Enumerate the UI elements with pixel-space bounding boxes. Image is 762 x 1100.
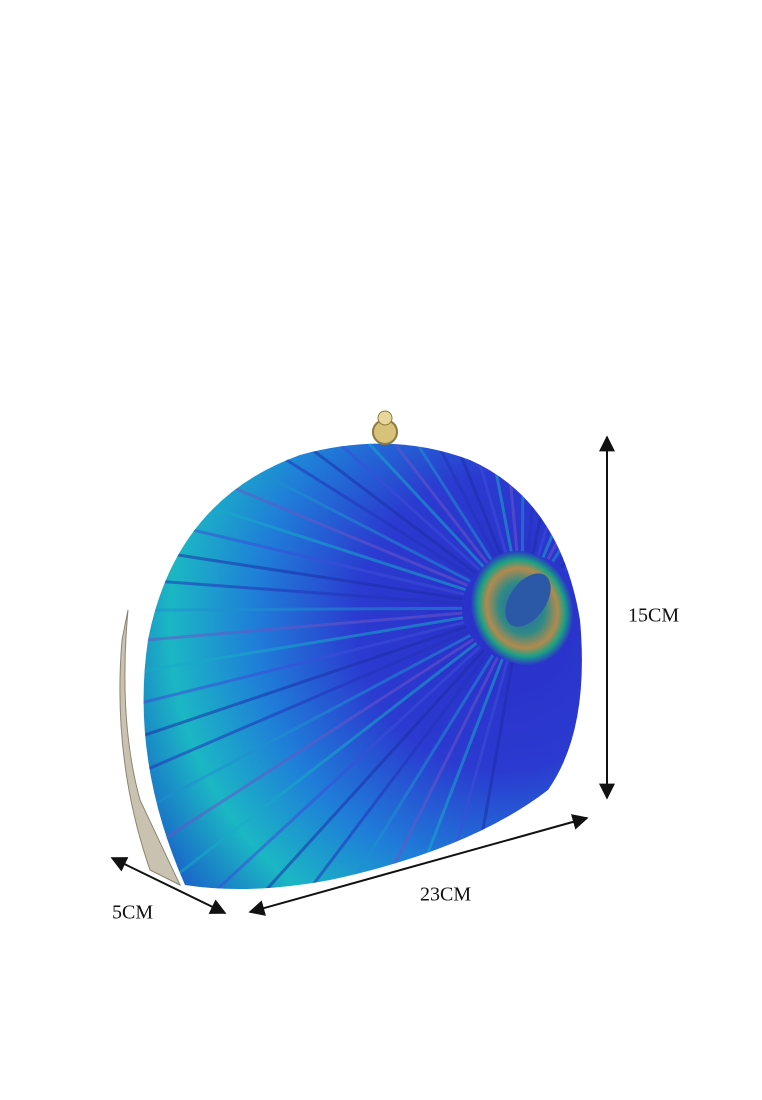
sequin-ray xyxy=(531,443,582,556)
sequin-ray xyxy=(168,443,477,575)
sequin-ray xyxy=(560,443,582,569)
clutch xyxy=(119,410,582,889)
sequin-ray xyxy=(567,443,582,576)
sequin-ray xyxy=(262,651,490,889)
sequin-ray xyxy=(536,443,582,557)
sequin-ray xyxy=(143,501,465,596)
clasp-top xyxy=(377,410,393,426)
sequin-ray xyxy=(199,645,482,889)
sequin-ray xyxy=(482,443,519,555)
sequin-ray xyxy=(144,443,474,579)
sequin-ray xyxy=(143,629,469,789)
sequin-ray xyxy=(143,606,463,613)
sequin-ray xyxy=(143,611,463,649)
sequin-rays xyxy=(143,443,582,889)
sequin-ray xyxy=(143,625,467,755)
sequin-ray xyxy=(563,443,582,572)
sequin-ray xyxy=(546,443,582,560)
height-label: 15CM xyxy=(628,605,679,627)
width-arrow xyxy=(248,814,589,916)
peacock-eye-center xyxy=(505,573,551,627)
sequin-ray xyxy=(296,654,495,889)
sequin-ray xyxy=(257,443,489,565)
sequin-ray xyxy=(442,443,514,556)
sequin-ray xyxy=(570,443,582,579)
clutch-body xyxy=(143,443,582,889)
sequin-ray xyxy=(327,443,499,560)
sequin-ray xyxy=(403,443,509,557)
sequin-ray xyxy=(143,634,472,821)
sequin-ray xyxy=(143,536,464,601)
sequin-ray xyxy=(555,443,582,566)
sequin-ray xyxy=(147,638,475,851)
sequin-ray xyxy=(225,443,485,568)
depth-label: 5CM xyxy=(112,902,153,924)
dimension-arrows xyxy=(110,435,615,916)
sequin-ray xyxy=(551,443,582,563)
sequin-ray xyxy=(526,443,567,555)
sequin-ray xyxy=(195,443,481,571)
sequin-ray xyxy=(541,443,582,559)
sequin-ray xyxy=(364,443,504,558)
sequin-ray xyxy=(143,572,463,606)
sequin-ray xyxy=(291,443,494,562)
depth-arrow xyxy=(110,857,227,914)
sequin-ray xyxy=(143,616,464,685)
sequin-ray xyxy=(172,642,478,880)
sequin-ray xyxy=(143,443,471,583)
sequin-ray xyxy=(143,620,465,720)
width-label: 23CM xyxy=(420,884,471,906)
